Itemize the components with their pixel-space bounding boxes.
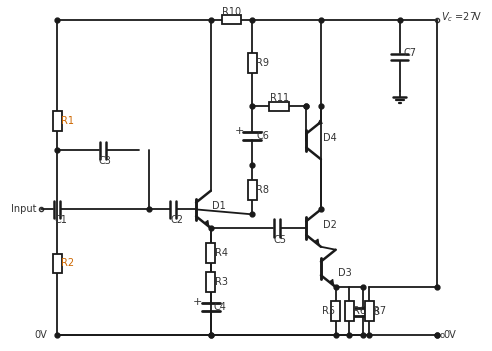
Bar [247, 53, 256, 73]
Bar [53, 111, 62, 131]
Bar [206, 243, 215, 263]
Text: Input: Input [11, 204, 37, 214]
Text: R1: R1 [62, 116, 74, 126]
Text: C4: C4 [214, 302, 227, 312]
Text: C3: C3 [99, 156, 112, 166]
Bar [331, 302, 340, 321]
Text: C5: C5 [274, 235, 287, 245]
Text: 0V: 0V [444, 330, 457, 340]
Text: $V_c$ =27V: $V_c$ =27V [441, 10, 482, 24]
Text: R9: R9 [256, 58, 269, 68]
Text: R10: R10 [221, 7, 241, 17]
Text: +: + [345, 302, 355, 312]
Bar [269, 102, 289, 111]
Text: C6: C6 [256, 131, 269, 141]
Text: D3: D3 [338, 268, 351, 278]
Text: C7: C7 [403, 48, 417, 58]
Text: C2: C2 [171, 215, 184, 225]
Text: +: + [193, 297, 203, 307]
Bar [365, 302, 373, 321]
Bar [221, 15, 241, 24]
Text: D4: D4 [323, 133, 337, 143]
Text: R6: R6 [353, 306, 367, 316]
Bar [53, 254, 62, 273]
Text: R3: R3 [215, 277, 228, 287]
Bar [247, 180, 256, 200]
Text: D2: D2 [323, 220, 337, 230]
Text: C8: C8 [367, 307, 380, 317]
Bar [206, 272, 215, 292]
Text: R8: R8 [256, 185, 269, 195]
Text: R2: R2 [62, 258, 74, 269]
Text: 0V: 0V [35, 330, 48, 340]
Text: o: o [440, 331, 445, 340]
Text: R5: R5 [322, 306, 335, 316]
Bar [345, 302, 354, 321]
Text: +: + [234, 126, 244, 136]
Text: D1: D1 [212, 201, 225, 211]
Text: R4: R4 [215, 248, 228, 258]
Text: C1: C1 [55, 215, 67, 225]
Text: R11: R11 [270, 93, 289, 103]
Text: R7: R7 [373, 306, 386, 316]
